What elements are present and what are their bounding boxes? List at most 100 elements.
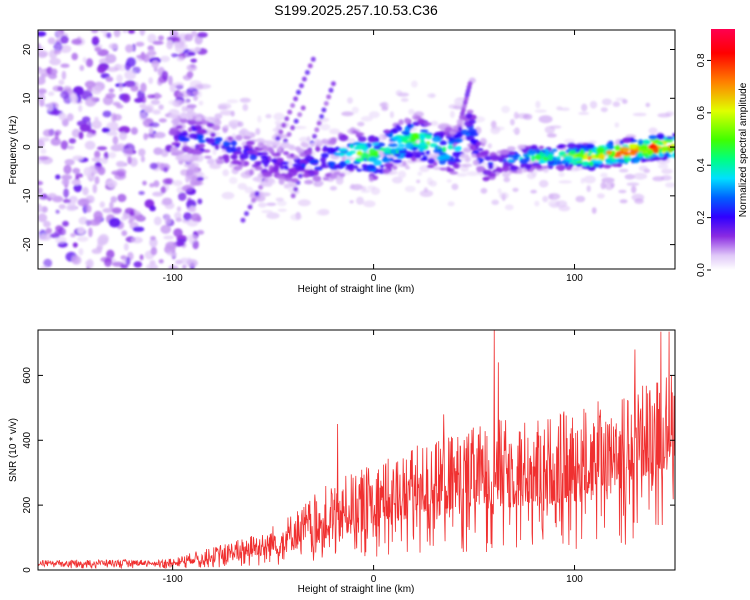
heatmap-cell <box>591 207 597 214</box>
heatmap-cell <box>381 157 391 163</box>
heatmap-cell <box>535 100 541 109</box>
heatmap-cell <box>643 140 650 145</box>
heatmap-cell <box>610 182 615 188</box>
heatmap-cell <box>309 159 320 164</box>
heatmap-cell <box>110 144 123 152</box>
heatmap-cell <box>606 157 614 161</box>
heatmap-cell <box>214 119 222 126</box>
heatmap-cell <box>587 152 592 157</box>
heatmap-cell <box>301 76 307 82</box>
heatmap-cell <box>82 186 89 196</box>
heatmap-cell <box>632 112 647 117</box>
heatmap-cell <box>198 143 206 148</box>
heatmap-cell <box>583 175 596 184</box>
heatmap-cell <box>117 193 127 203</box>
heatmap-cell <box>113 30 121 38</box>
heatmap-cell <box>228 177 238 184</box>
heatmap-cell <box>86 132 94 138</box>
heatmap-cell <box>164 214 172 225</box>
heatmap-cell <box>281 161 289 165</box>
colorbar-label: Normalized spectral amplitude <box>738 82 749 217</box>
heatmap-cell <box>85 260 93 266</box>
heatmap-cell <box>193 180 204 186</box>
heatmap-cell <box>47 193 57 199</box>
colorbar-tick-label: 0.0 <box>696 263 707 277</box>
heatmap-cell <box>439 167 448 171</box>
y-tick-label: -20 <box>22 237 33 252</box>
heatmap-cell <box>238 130 245 136</box>
heatmap-cell <box>222 140 230 148</box>
heatmap-cell <box>99 201 106 208</box>
y-tick-label: 20 <box>22 44 33 56</box>
heatmap-cell <box>330 81 336 87</box>
heatmap-cell <box>105 53 117 64</box>
heatmap-cell <box>507 158 514 163</box>
heatmap-cell <box>346 163 355 169</box>
heatmap-cell <box>140 82 147 93</box>
heatmap-cell <box>634 198 644 204</box>
heatmap-cell <box>55 174 61 180</box>
heatmap-cell <box>38 139 45 149</box>
heatmap-cell <box>312 133 317 139</box>
heatmap-cell <box>182 184 193 192</box>
heatmap-cell <box>487 143 492 149</box>
heatmap-cell <box>368 111 380 119</box>
heatmap-cell <box>258 184 264 190</box>
heatmap-cell <box>390 148 397 155</box>
heatmap-cell <box>79 124 91 132</box>
heatmap-cell <box>490 155 500 162</box>
heatmap-cell <box>354 157 365 162</box>
heatmap-cell <box>120 216 127 221</box>
heatmap-cell <box>249 153 257 161</box>
heatmap-cell <box>149 237 158 248</box>
heatmap-cell <box>116 74 123 83</box>
heatmap-cell <box>193 95 198 101</box>
heatmap-cell <box>281 122 287 128</box>
heatmap-cell <box>618 157 625 165</box>
heatmap-cell <box>289 183 298 187</box>
heatmap-cell <box>466 109 474 115</box>
heatmap-cell <box>52 85 62 92</box>
heatmap-cells <box>38 30 675 269</box>
heatmap-cell <box>99 30 108 33</box>
heatmap-cell <box>38 234 49 241</box>
heatmap-cell <box>97 65 106 74</box>
heatmap-cell <box>436 156 445 161</box>
heatmap-cell <box>87 175 95 180</box>
heatmap-cell <box>235 134 243 141</box>
heatmap-cell <box>125 256 131 266</box>
heatmap-cell <box>186 104 197 109</box>
heatmap-cell <box>251 164 259 168</box>
heatmap-cell <box>558 180 572 184</box>
heatmap-cell <box>112 135 119 145</box>
heatmap-cell <box>295 166 303 171</box>
heatmap-cell <box>135 41 145 47</box>
heatmap-cell <box>173 81 185 88</box>
heatmap-cell <box>423 187 428 193</box>
heatmap-cell <box>597 193 605 199</box>
heatmap-cell <box>171 118 181 125</box>
heatmap-cell <box>463 96 469 102</box>
heatmap-cell <box>316 180 324 186</box>
heatmap-cell <box>368 156 378 162</box>
heatmap-cell <box>504 204 514 211</box>
heatmap-cell <box>304 149 313 156</box>
heatmap-cell <box>91 36 100 46</box>
heatmap-cell <box>175 143 180 148</box>
heatmap-cell <box>471 153 477 158</box>
heatmap-cell <box>538 115 553 124</box>
heatmap-cell <box>48 91 55 96</box>
heatmap-cell <box>186 259 198 268</box>
x-tick-label: -100 <box>163 273 183 284</box>
heatmap-cell <box>405 142 414 150</box>
heatmap-cell <box>640 144 648 150</box>
heatmap-cell <box>605 150 613 155</box>
heatmap-cell <box>356 132 365 137</box>
heatmap-cell <box>91 157 102 162</box>
heatmap-cell <box>338 134 349 142</box>
heatmap-cell <box>222 154 230 160</box>
heatmap-cell <box>38 187 43 195</box>
heatmap-cell <box>120 255 127 260</box>
heatmap-cell <box>227 136 233 142</box>
heatmap-cell <box>382 168 390 174</box>
